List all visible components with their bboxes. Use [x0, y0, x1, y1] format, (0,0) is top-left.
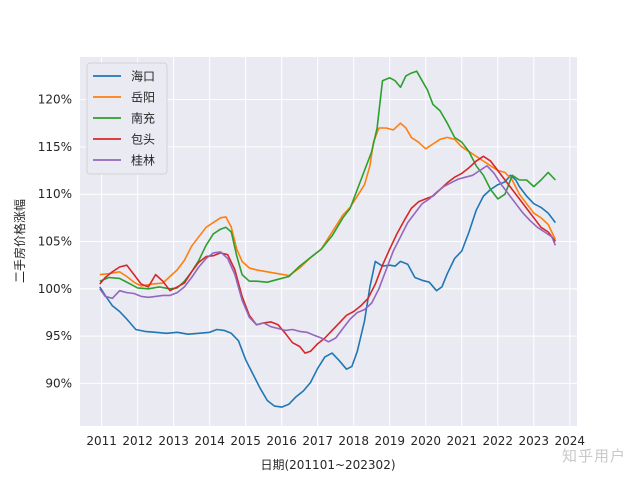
x-tick-label: 2017: [302, 434, 333, 448]
x-tick-label: 2013: [158, 434, 189, 448]
y-tick-label: 115%: [38, 140, 72, 154]
y-tick-label: 100%: [38, 282, 72, 296]
legend-box: [86, 62, 168, 175]
x-tick-label: 2023: [519, 434, 550, 448]
x-tick-label: 2011: [86, 434, 117, 448]
legend-label: 海口: [131, 69, 155, 84]
y-tick-label: 105%: [38, 235, 72, 249]
legend-label: 岳阳: [131, 91, 155, 105]
y-tick-label: 110%: [38, 187, 72, 201]
watermark-text: 知乎用户: [561, 447, 626, 465]
y-tick-label: 95%: [45, 329, 72, 343]
x-tick-label: 2024: [555, 434, 586, 448]
series-line-3: [99, 155, 557, 354]
x-tick-label: 2021: [446, 434, 477, 448]
x-axis-title: 日期(201101~202302): [260, 458, 395, 472]
legend-label: 南充: [131, 111, 155, 126]
x-tick-label: 2020: [410, 434, 441, 448]
x-tick-label: 2014: [194, 434, 225, 448]
y-axis-title: 二手房价格涨幅: [12, 199, 27, 283]
x-tick-label: 2018: [338, 434, 369, 448]
x-tick-labels: 2011 2012 2013 2014 2015 2016 2017 2018 2019 2020…: [86, 434, 585, 448]
x-tick-label: 2022: [482, 434, 513, 448]
x-tick-label: 2019: [374, 434, 405, 448]
legend-label: 桂林: [131, 153, 155, 168]
series-line-4: [99, 165, 557, 343]
y-tick-labels: 90% 95% 100% 105% 110% 115% 120%: [38, 93, 72, 391]
series-line-0: [99, 174, 557, 408]
y-tick-label: 90%: [45, 376, 72, 390]
x-tick-label: 2012: [122, 434, 153, 448]
x-tick-label: 2015: [230, 434, 261, 448]
x-tick-label: 2016: [266, 434, 297, 448]
y-tick-label: 120%: [38, 93, 72, 107]
legend-label: 包头: [131, 133, 155, 147]
series-lines: [99, 70, 557, 408]
